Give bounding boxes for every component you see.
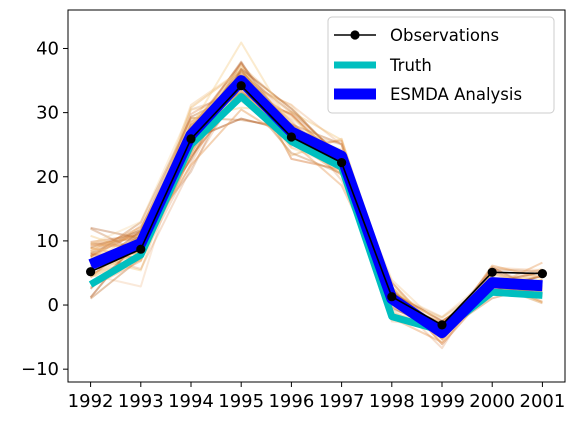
y-tick-label: 10: [36, 231, 59, 252]
y-tick-label: 0: [48, 295, 59, 316]
x-tick-label: 1992: [68, 391, 114, 412]
x-tick-label: 1997: [319, 391, 365, 412]
x-tick-label: 1996: [268, 391, 314, 412]
x-tick-label: 2000: [469, 391, 515, 412]
x-tick-label: 1993: [118, 391, 164, 412]
legend-observations-marker: [350, 30, 360, 40]
x-tick-label: 2001: [520, 391, 566, 412]
observation-point: [337, 158, 347, 168]
observation-point: [387, 292, 397, 302]
y-tick-label: −10: [21, 359, 59, 380]
legend-esmda-label: ESMDA Analysis: [390, 85, 522, 104]
y-tick-label: 30: [36, 103, 59, 124]
observation-point: [136, 244, 146, 254]
plot-frame: [67, 9, 566, 383]
x-tick-label: 1995: [218, 391, 264, 412]
observation-point: [286, 132, 296, 142]
observation-markers: [86, 81, 548, 330]
esmda-analysis-line: [88, 75, 543, 339]
series-lines: [88, 75, 543, 339]
legend-box: [327, 16, 555, 114]
observation-point: [236, 81, 246, 91]
y-tick-label: 40: [36, 38, 59, 59]
y-axis-ticks: −10 0 10 20 30 40: [21, 38, 68, 380]
observations-line: [90, 84, 543, 326]
y-tick-label: 20: [36, 167, 59, 188]
observation-point: [86, 267, 96, 277]
observation-point: [487, 267, 497, 277]
legend: Observations Truth ESMDA Analysis: [327, 16, 555, 114]
observation-point: [186, 134, 196, 144]
x-tick-label: 1994: [168, 391, 214, 412]
observation-point: [537, 269, 548, 279]
observation-point: [437, 320, 447, 330]
x-axis-ticks: 1992 1993 1994 1995 1996 1997 1998 1999 2000 2001: [68, 382, 566, 412]
x-tick-label: 1998: [369, 391, 415, 412]
x-tick-label: 1999: [419, 391, 465, 412]
legend-truth-label: Truth: [389, 56, 432, 75]
legend-observations-label: Observations: [390, 26, 499, 45]
